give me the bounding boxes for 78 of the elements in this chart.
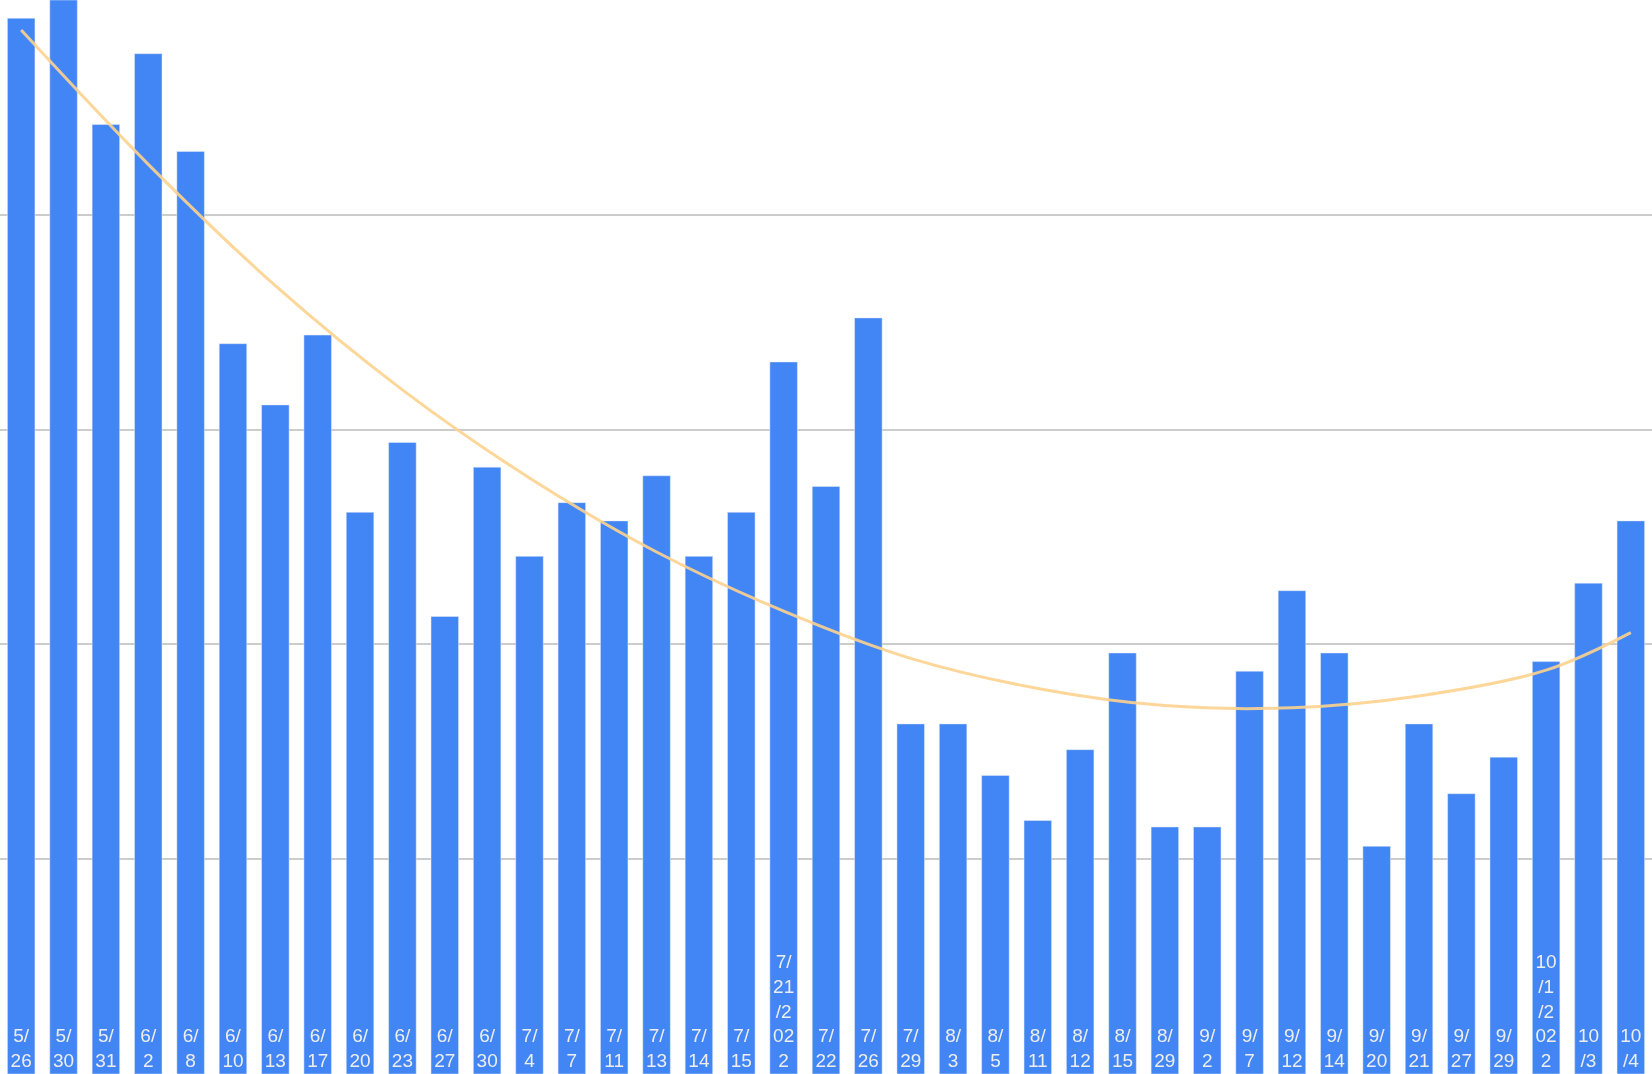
bar: [1616, 520, 1645, 1074]
bar: [1532, 661, 1561, 1074]
x-tick-label: 10/3: [1577, 1025, 1600, 1072]
x-tick-label: 10/1/2022: [1535, 951, 1557, 1072]
bar: [1193, 826, 1222, 1074]
bar: [1489, 756, 1518, 1074]
bar: [1362, 846, 1391, 1074]
bar: [134, 53, 163, 1074]
bar: [727, 512, 756, 1074]
x-tick-label: 5/26: [10, 1025, 32, 1072]
bar: [684, 556, 713, 1074]
x-tick-label: 6/17: [307, 1025, 329, 1072]
x-tick-label: 7/22: [815, 1025, 837, 1072]
bar: [1066, 749, 1095, 1074]
bar: [1405, 723, 1434, 1074]
x-tick-label: 6/8: [182, 1025, 200, 1072]
bar: [1447, 793, 1476, 1074]
x-tick-label: 7/13: [645, 1025, 668, 1072]
x-tick-label: 7/26: [857, 1025, 879, 1072]
bar: [261, 404, 290, 1074]
x-tick-label: 9/29: [1493, 1025, 1515, 1072]
bar: [218, 343, 247, 1074]
bar: [1320, 652, 1349, 1074]
bar: [896, 723, 925, 1074]
bar: [7, 18, 36, 1074]
bar: [473, 466, 502, 1074]
bar: [515, 556, 544, 1074]
x-tick-label: 7/11: [604, 1025, 625, 1072]
x-tick-label: 9/14: [1323, 1025, 1346, 1072]
x-tick-label: 9/7: [1241, 1025, 1259, 1072]
bar: [91, 124, 120, 1074]
x-tick-label: 5/30: [52, 1025, 75, 1072]
bar: [642, 475, 671, 1074]
x-tick-label: 7/15: [730, 1025, 752, 1072]
bar: [854, 317, 883, 1074]
x-tick-label: 6/2: [140, 1025, 157, 1072]
x-tick-label: 8/11: [1027, 1025, 1048, 1072]
x-tick-label: 8/5: [987, 1025, 1005, 1072]
x-tick-label: 8/29: [1154, 1025, 1176, 1072]
x-tick-label: 6/20: [349, 1025, 371, 1072]
x-tick-label: 9/2: [1199, 1025, 1216, 1072]
bar: [176, 151, 205, 1074]
x-tick-label: 7/29: [900, 1025, 922, 1072]
bar: [388, 442, 417, 1074]
x-tick-label: 8/15: [1111, 1025, 1134, 1072]
bar: [769, 361, 798, 1074]
x-tick-label: 8/12: [1069, 1025, 1091, 1072]
bar: [600, 520, 629, 1074]
x-tick-label: 6/23: [391, 1025, 413, 1072]
bar: [557, 502, 586, 1074]
bar: [811, 486, 841, 1074]
x-tick-label: 6/30: [476, 1025, 498, 1072]
bar: [430, 616, 459, 1074]
x-tick-label: 8/3: [945, 1025, 962, 1072]
x-tick-label: 7/7: [563, 1025, 581, 1072]
x-tick-label: 10/4: [1620, 1025, 1642, 1072]
x-tick-label: 6/10: [222, 1025, 244, 1072]
x-tick-label: 7/21/2022: [773, 951, 795, 1072]
x-tick-label: 9/20: [1366, 1025, 1388, 1072]
x-tick-label: 7/4: [521, 1025, 539, 1072]
x-tick-label: 9/27: [1450, 1025, 1472, 1072]
bar: [1108, 652, 1137, 1074]
bar: [303, 334, 332, 1074]
x-tick-label: 9/12: [1281, 1025, 1303, 1072]
x-tick-label: 5/31: [95, 1025, 117, 1072]
bar: [981, 775, 1010, 1074]
bar: [346, 512, 375, 1074]
bar: [1023, 820, 1052, 1074]
x-tick-label: 6/27: [434, 1025, 456, 1072]
bar: [1235, 671, 1264, 1074]
x-tick-label: 7/14: [688, 1025, 710, 1072]
x-tick-label: 9/21: [1408, 1025, 1430, 1072]
bar: [1574, 582, 1603, 1074]
bar: [939, 723, 968, 1074]
bar: [1277, 590, 1306, 1074]
x-tick-label: 6/13: [264, 1025, 286, 1072]
bar: [49, 0, 78, 1074]
bar: [1150, 826, 1179, 1074]
